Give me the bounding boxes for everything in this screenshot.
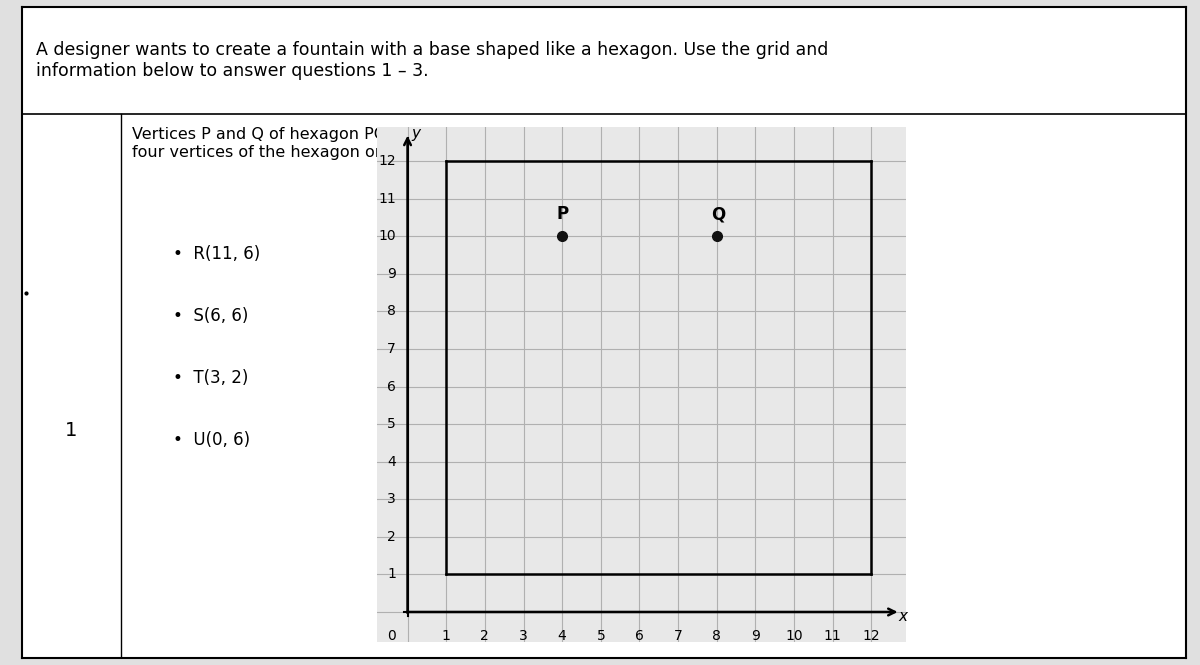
Text: 12: 12 bbox=[863, 629, 881, 643]
Text: Vertices P and Q of hexagon PQRSTU are shown on the grid. Graph and label the ot: Vertices P and Q of hexagon PQRSTU are s… bbox=[132, 127, 829, 160]
Text: 11: 11 bbox=[824, 629, 841, 643]
Text: 3: 3 bbox=[388, 492, 396, 506]
Text: 3: 3 bbox=[520, 629, 528, 643]
Text: •  R(11, 6): • R(11, 6) bbox=[173, 245, 260, 263]
Text: 1: 1 bbox=[388, 567, 396, 581]
Text: 10: 10 bbox=[378, 229, 396, 243]
Text: 1: 1 bbox=[65, 421, 77, 440]
Text: 12: 12 bbox=[378, 154, 396, 168]
Text: 6: 6 bbox=[635, 629, 644, 643]
Text: P: P bbox=[557, 205, 569, 223]
Text: 7: 7 bbox=[673, 629, 683, 643]
Text: 0: 0 bbox=[388, 629, 396, 643]
Text: 2: 2 bbox=[388, 530, 396, 544]
Text: 5: 5 bbox=[596, 629, 605, 643]
Text: 8: 8 bbox=[388, 305, 396, 319]
Text: 5: 5 bbox=[388, 417, 396, 431]
Text: 1: 1 bbox=[442, 629, 451, 643]
Text: 7: 7 bbox=[388, 342, 396, 356]
Text: 6: 6 bbox=[388, 380, 396, 394]
Text: •  S(6, 6): • S(6, 6) bbox=[173, 307, 248, 325]
Text: A designer wants to create a fountain with a base shaped like a hexagon. Use the: A designer wants to create a fountain wi… bbox=[36, 41, 828, 80]
Text: 4: 4 bbox=[558, 629, 566, 643]
Text: 8: 8 bbox=[713, 629, 721, 643]
Text: 10: 10 bbox=[785, 629, 803, 643]
Text: Q: Q bbox=[712, 205, 725, 223]
Text: x: x bbox=[899, 609, 907, 624]
Text: •  U(0, 6): • U(0, 6) bbox=[173, 431, 250, 449]
Text: 2: 2 bbox=[480, 629, 490, 643]
Text: 9: 9 bbox=[751, 629, 760, 643]
Text: y: y bbox=[412, 126, 420, 142]
Text: •  T(3, 2): • T(3, 2) bbox=[173, 369, 248, 387]
Text: 4: 4 bbox=[388, 455, 396, 469]
Text: 11: 11 bbox=[378, 192, 396, 205]
Text: 9: 9 bbox=[388, 267, 396, 281]
